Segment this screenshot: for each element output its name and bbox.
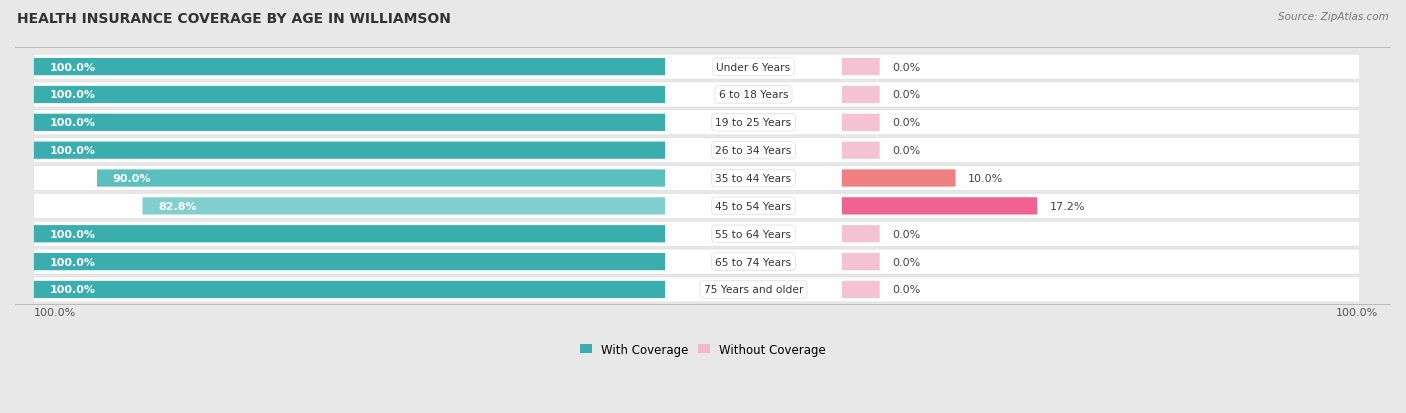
- Text: 100.0%: 100.0%: [49, 90, 96, 100]
- FancyBboxPatch shape: [34, 138, 1360, 163]
- Text: 100.0%: 100.0%: [49, 146, 96, 156]
- Text: 90.0%: 90.0%: [112, 173, 152, 184]
- FancyBboxPatch shape: [34, 225, 665, 243]
- Text: 10.0%: 10.0%: [969, 173, 1004, 184]
- Text: 19 to 25 Years: 19 to 25 Years: [716, 118, 792, 128]
- FancyBboxPatch shape: [842, 142, 880, 159]
- Text: Source: ZipAtlas.com: Source: ZipAtlas.com: [1278, 12, 1389, 22]
- Text: Under 6 Years: Under 6 Years: [717, 62, 790, 72]
- Legend: With Coverage, Without Coverage: With Coverage, Without Coverage: [575, 338, 831, 361]
- Text: 75 Years and older: 75 Years and older: [704, 285, 803, 295]
- FancyBboxPatch shape: [34, 249, 1360, 275]
- FancyBboxPatch shape: [34, 114, 665, 132]
- Text: 0.0%: 0.0%: [893, 118, 921, 128]
- FancyBboxPatch shape: [842, 59, 880, 76]
- FancyBboxPatch shape: [34, 194, 1360, 219]
- Text: 0.0%: 0.0%: [893, 90, 921, 100]
- Text: 0.0%: 0.0%: [893, 62, 921, 72]
- Text: 55 to 64 Years: 55 to 64 Years: [716, 229, 792, 239]
- FancyBboxPatch shape: [34, 253, 665, 271]
- FancyBboxPatch shape: [34, 142, 665, 159]
- Text: 82.8%: 82.8%: [159, 202, 197, 211]
- Text: 0.0%: 0.0%: [893, 257, 921, 267]
- FancyBboxPatch shape: [34, 166, 1360, 191]
- Text: 100.0%: 100.0%: [49, 62, 96, 72]
- Text: 17.2%: 17.2%: [1050, 202, 1085, 211]
- FancyBboxPatch shape: [34, 59, 665, 76]
- Text: 26 to 34 Years: 26 to 34 Years: [716, 146, 792, 156]
- FancyBboxPatch shape: [842, 198, 1038, 215]
- Text: 65 to 74 Years: 65 to 74 Years: [716, 257, 792, 267]
- FancyBboxPatch shape: [34, 111, 1360, 135]
- Text: 100.0%: 100.0%: [1336, 307, 1378, 317]
- Text: 100.0%: 100.0%: [49, 257, 96, 267]
- FancyBboxPatch shape: [34, 83, 1360, 108]
- Text: 0.0%: 0.0%: [893, 146, 921, 156]
- FancyBboxPatch shape: [842, 170, 956, 187]
- Text: 6 to 18 Years: 6 to 18 Years: [718, 90, 789, 100]
- FancyBboxPatch shape: [34, 87, 665, 104]
- Text: HEALTH INSURANCE COVERAGE BY AGE IN WILLIAMSON: HEALTH INSURANCE COVERAGE BY AGE IN WILL…: [17, 12, 451, 26]
- FancyBboxPatch shape: [842, 281, 880, 298]
- Text: 45 to 54 Years: 45 to 54 Years: [716, 202, 792, 211]
- FancyBboxPatch shape: [142, 198, 665, 215]
- Text: 100.0%: 100.0%: [34, 307, 76, 317]
- FancyBboxPatch shape: [34, 277, 1360, 302]
- Text: 35 to 44 Years: 35 to 44 Years: [716, 173, 792, 184]
- FancyBboxPatch shape: [842, 114, 880, 132]
- FancyBboxPatch shape: [842, 225, 880, 243]
- FancyBboxPatch shape: [34, 281, 665, 298]
- Text: 100.0%: 100.0%: [49, 118, 96, 128]
- Text: 100.0%: 100.0%: [49, 285, 96, 295]
- FancyBboxPatch shape: [842, 253, 880, 271]
- Text: 0.0%: 0.0%: [893, 229, 921, 239]
- Text: 100.0%: 100.0%: [49, 229, 96, 239]
- FancyBboxPatch shape: [97, 170, 665, 187]
- FancyBboxPatch shape: [34, 222, 1360, 247]
- FancyBboxPatch shape: [34, 55, 1360, 80]
- Text: 0.0%: 0.0%: [893, 285, 921, 295]
- FancyBboxPatch shape: [842, 87, 880, 104]
